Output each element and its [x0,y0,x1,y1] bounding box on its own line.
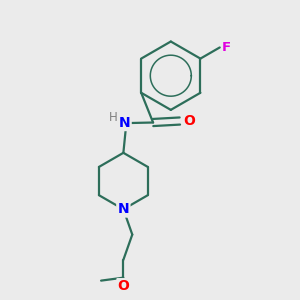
Text: N: N [118,202,129,216]
Text: O: O [117,279,129,293]
Text: O: O [183,114,195,128]
Text: N: N [119,116,131,130]
Text: H: H [109,111,117,124]
Text: F: F [222,41,231,54]
